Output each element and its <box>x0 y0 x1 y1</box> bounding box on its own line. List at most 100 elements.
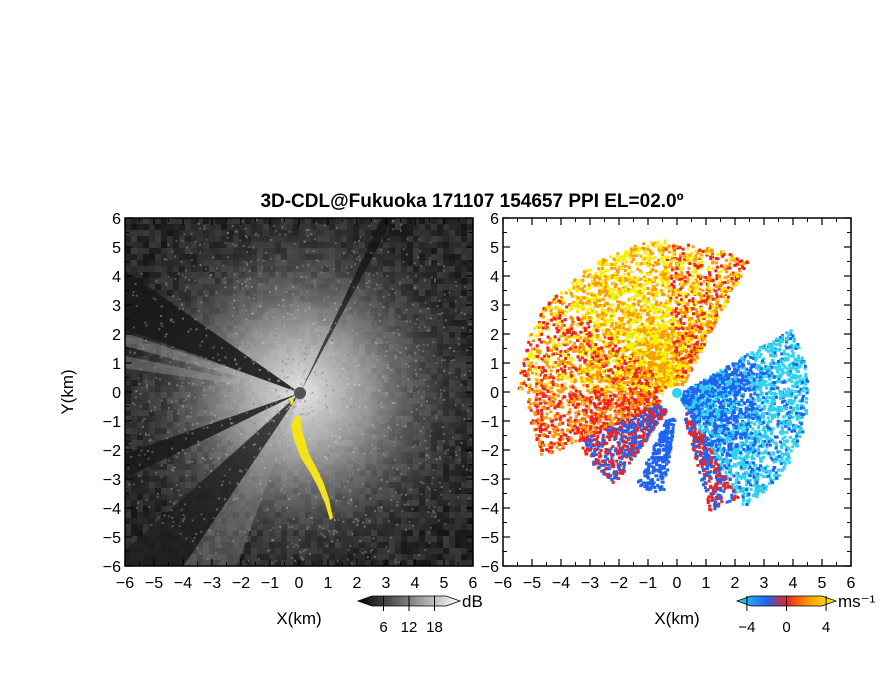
reflectivity-speckle <box>243 446 246 449</box>
reflectivity-speckle <box>288 230 291 233</box>
reflectivity-speckle <box>161 325 164 328</box>
reflectivity-speckle <box>153 350 156 352</box>
reflectivity-speckle <box>382 376 385 379</box>
reflectivity-speckle <box>323 536 326 538</box>
reflectivity-speckle <box>379 341 382 344</box>
reflectivity-pixel <box>455 512 461 518</box>
reflectivity-speckle <box>170 509 173 512</box>
reflectivity-speckle <box>328 353 331 356</box>
reflectivity-speckle <box>337 280 340 283</box>
reflectivity-speckle <box>393 458 396 461</box>
reflectivity-pixel <box>431 224 437 230</box>
reflectivity-speckle <box>138 463 141 466</box>
reflectivity-speckle <box>104 373 106 375</box>
reflectivity-speckle <box>415 408 418 411</box>
reflectivity-speckle <box>372 311 375 314</box>
reflectivity-speckle <box>174 277 177 280</box>
reflectivity-speckle <box>137 501 140 504</box>
reflectivity-speckle <box>334 529 337 532</box>
reflectivity-pixel <box>143 254 149 260</box>
reflectivity-speckle <box>409 488 412 491</box>
reflectivity-speckle <box>228 215 230 217</box>
reflectivity-pixel <box>413 548 419 554</box>
reflectivity-pixel <box>149 224 155 230</box>
reflectivity-speckle <box>349 489 352 492</box>
reflectivity-speckle <box>125 446 127 449</box>
reflectivity-speckle <box>313 237 316 240</box>
reflectivity-speckle <box>242 402 245 404</box>
reflectivity-speckle <box>277 367 280 370</box>
reflectivity-speckle <box>485 381 487 383</box>
reflectivity-speckle <box>457 496 460 499</box>
reflectivity-speckle <box>208 362 210 365</box>
reflectivity-speckle <box>453 350 455 353</box>
reflectivity-speckle <box>150 410 153 412</box>
reflectivity-pixel <box>131 530 137 536</box>
reflectivity-pixel <box>467 512 473 518</box>
reflectivity-speckle <box>205 334 208 337</box>
reflectivity-speckle <box>241 220 244 223</box>
reflectivity-speckle <box>453 359 455 361</box>
reflectivity-speckle <box>187 460 190 463</box>
reflectivity-speckle <box>413 262 416 265</box>
reflectivity-speckle <box>304 413 307 416</box>
reflectivity-pixel <box>431 254 437 260</box>
reflectivity-speckle <box>103 400 105 402</box>
reflectivity-pixel <box>185 236 191 242</box>
reflectivity-speckle <box>257 432 260 435</box>
reflectivity-speckle <box>187 374 190 377</box>
reflectivity-speckle <box>277 343 280 346</box>
reflectivity-speckle <box>465 468 468 471</box>
reflectivity-speckle <box>275 230 277 232</box>
reflectivity-speckle <box>287 365 290 368</box>
reflectivity-speckle <box>245 540 248 543</box>
reflectivity-speckle <box>391 509 393 512</box>
reflectivity-speckle <box>388 293 391 296</box>
reflectivity-speckle <box>295 387 298 390</box>
reflectivity-speckle <box>175 240 178 243</box>
reflectivity-pixel <box>455 224 461 230</box>
reflectivity-speckle <box>205 394 208 397</box>
reflectivity-speckle <box>390 400 393 403</box>
reflectivity-speckle <box>257 234 260 237</box>
reflectivity-pixel <box>143 218 149 224</box>
reflectivity-speckle <box>444 522 447 525</box>
reflectivity-speckle <box>411 303 414 306</box>
reflectivity-pixel <box>401 230 407 236</box>
reflectivity-pixel <box>431 536 437 542</box>
reflectivity-speckle <box>357 364 360 367</box>
reflectivity-speckle <box>366 334 369 337</box>
reflectivity-speckle <box>330 410 332 413</box>
reflectivity-speckle <box>373 436 375 439</box>
reflectivity-speckle <box>495 350 497 352</box>
reflectivity-speckle <box>448 372 451 375</box>
reflectivity-pixel <box>437 524 443 530</box>
reflectivity-speckle <box>420 404 423 407</box>
reflectivity-speckle <box>434 414 437 417</box>
reflectivity-speckle <box>407 365 410 368</box>
reflectivity-speckle <box>433 506 436 509</box>
reflectivity-pixel <box>419 218 425 224</box>
reflectivity-speckle <box>273 504 276 507</box>
reflectivity-speckle <box>312 250 315 252</box>
reflectivity-speckle <box>202 457 204 459</box>
reflectivity-pixel <box>455 242 461 248</box>
reflectivity-speckle <box>226 321 229 324</box>
reflectivity-speckle <box>326 544 329 547</box>
reflectivity-speckle <box>257 519 260 522</box>
reflectivity-speckle <box>272 527 275 529</box>
reflectivity-speckle <box>338 436 341 439</box>
reflectivity-speckle <box>361 433 364 436</box>
reflectivity-speckle <box>363 416 366 419</box>
reflectivity-speckle <box>303 320 306 323</box>
reflectivity-speckle <box>304 548 307 551</box>
reflectivity-speckle <box>258 386 261 389</box>
reflectivity-speckle <box>402 374 405 377</box>
reflectivity-speckle <box>178 298 181 301</box>
reflectivity-speckle <box>207 367 210 370</box>
reflectivity-speckle <box>310 567 312 569</box>
reflectivity-pixel <box>461 494 467 500</box>
reflectivity-speckle <box>377 572 379 574</box>
reflectivity-speckle <box>403 503 406 506</box>
reflectivity-speckle <box>223 276 226 279</box>
